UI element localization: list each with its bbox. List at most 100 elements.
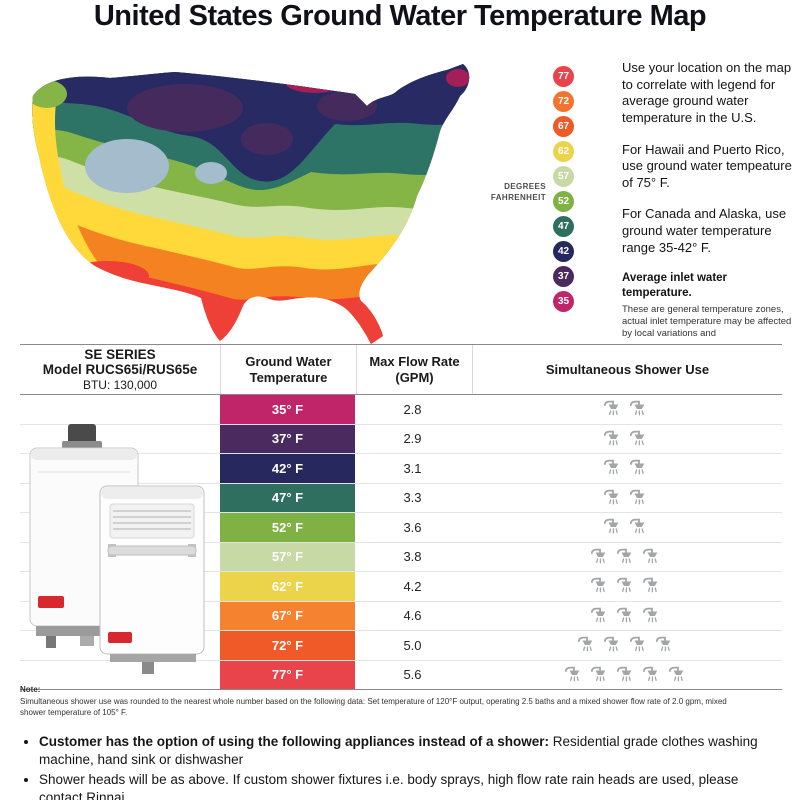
shower-icon — [641, 607, 663, 625]
legend-badge: 77 — [553, 66, 574, 87]
bullet-section: Customer has the option of using the fol… — [22, 733, 782, 800]
temperature-cell: 77° F — [220, 660, 355, 689]
shower-use-cell — [470, 395, 782, 424]
temperature-cell: 57° F — [220, 542, 355, 571]
instruction-paragraph-1: Use your location on the map to correlat… — [622, 60, 792, 125]
table-row: 47° F 3.3 — [20, 483, 782, 513]
shower-icon — [615, 577, 637, 595]
shower-icon — [641, 577, 663, 595]
shower-icon — [615, 666, 637, 684]
product-header: SE SERIES Model RUCS65i/RUS65e BTU: 130,… — [20, 345, 220, 394]
shower-icon — [576, 636, 598, 654]
bullet-item: Customer has the option of using the fol… — [39, 733, 782, 768]
shower-icon — [589, 548, 611, 566]
shower-icon — [602, 518, 624, 536]
column-header-shower-use: Simultaneous Shower Use — [472, 345, 782, 394]
temperature-cell: 37° F — [220, 424, 355, 453]
shower-icon — [641, 666, 663, 684]
column-header-temperature: Ground Water Temperature — [220, 345, 356, 394]
shower-icon — [589, 666, 611, 684]
table-row: 52° F 3.6 — [20, 513, 782, 543]
shower-icon — [602, 400, 624, 418]
shower-icon — [615, 607, 637, 625]
footnote-label: Note: — [20, 685, 41, 694]
legend-badge: 72 — [553, 91, 574, 112]
footnote: Note: Simultaneous shower use was rounde… — [20, 684, 740, 719]
legend-badge: 67 — [553, 116, 574, 137]
flow-rate-cell: 3.6 — [403, 519, 422, 535]
shower-icon — [667, 666, 689, 684]
legend-badge: 57 — [553, 166, 574, 187]
shower-icon — [641, 548, 663, 566]
shower-icon — [628, 459, 650, 477]
shower-icon — [602, 636, 624, 654]
table-row: 67° F 4.6 — [20, 601, 782, 631]
page-title: United States Ground Water Temperature M… — [93, 0, 707, 32]
legend-badge: 62 — [553, 141, 574, 162]
model-name: Model RUCS65i/RUS65e — [42, 362, 198, 377]
product-image — [22, 418, 222, 676]
shower-icon — [602, 430, 624, 448]
shower-icon — [602, 459, 624, 477]
shower-icon — [563, 666, 585, 684]
instructions-column: Use your location on the map to correlat… — [622, 60, 794, 341]
temperature-cell: 52° F — [220, 513, 355, 542]
shower-icon — [628, 518, 650, 536]
table-row: 72° F 5.0 — [20, 631, 782, 661]
shower-icon — [628, 489, 650, 507]
temperature-cell: 67° F — [220, 601, 355, 630]
series-name: SE SERIES — [84, 347, 156, 362]
rinnai-logo-badge — [38, 596, 64, 608]
shower-use-cell — [470, 543, 782, 572]
legend-badge: 42 — [553, 241, 574, 262]
shower-icon — [615, 548, 637, 566]
legend-badge: 47 — [553, 216, 574, 237]
temperature-cell: 42° F — [220, 454, 355, 483]
flow-rate-cell: 2.8 — [403, 401, 422, 417]
inlet-note-title: Average inlet water temperature. — [622, 272, 728, 299]
flow-rate-cell: 5.6 — [403, 667, 422, 683]
degrees-fahrenheit-label: DEGREES FAHRENHEIT — [490, 182, 546, 202]
temperature-cell: 72° F — [220, 631, 355, 660]
vent-grille — [109, 503, 195, 539]
shower-icon — [628, 430, 650, 448]
us-map-graphic — [32, 64, 470, 344]
btu-rating: BTU: 130,000 — [82, 378, 158, 392]
flow-rate-cell: 5.0 — [403, 637, 422, 653]
table-row: 77° F 5.6 — [20, 660, 782, 689]
shower-use-cell — [470, 513, 782, 542]
shower-use-cell — [470, 425, 782, 454]
instruction-paragraph-2: For Hawaii and Puerto Rico, use ground w… — [622, 141, 792, 190]
us-temperature-map — [15, 36, 535, 348]
legend-list: 77 72 67 62 57 52 47 42 37 35 — [553, 66, 574, 312]
flow-rate-cell: 2.9 — [403, 431, 422, 447]
table-row: 42° F 3.1 — [20, 454, 782, 484]
table-rows: 35° F 2.8 37° F 2.9 42° F 3.1 47° F 3.3 52° F 3.6… — [20, 395, 782, 690]
shower-icon — [628, 636, 650, 654]
shower-use-cell — [470, 572, 782, 601]
flow-rate-cell: 4.6 — [403, 608, 422, 624]
flow-rate-cell: 3.1 — [403, 460, 422, 476]
temperature-cell: 47° F — [220, 483, 355, 512]
shower-icon — [628, 400, 650, 418]
shower-use-cell — [470, 631, 782, 660]
footnote-body: Simultaneous shower use was rounded to t… — [20, 696, 727, 718]
shower-use-cell — [470, 484, 782, 513]
bullet-item: Shower heads will be as above. If custom… — [39, 771, 782, 800]
shower-icon — [654, 636, 676, 654]
flow-rate-cell: 3.8 — [403, 549, 422, 565]
shower-use-cell — [470, 602, 782, 631]
column-header-flow-rate: Max Flow Rate (GPM) — [356, 345, 472, 394]
shower-icon — [589, 607, 611, 625]
shower-icon — [589, 577, 611, 595]
table-row: 37° F 2.9 — [20, 424, 782, 454]
legend-badge: 35 — [553, 291, 574, 312]
shower-icon — [602, 489, 624, 507]
shower-use-cell — [470, 454, 782, 483]
table-row: 57° F 3.8 — [20, 542, 782, 572]
water-heater-illustration — [29, 424, 205, 674]
flow-rate-cell: 4.2 — [403, 578, 422, 594]
temperature-cell: 35° F — [220, 395, 355, 424]
flow-rate-table: SE SERIES Model RUCS65i/RUS65e BTU: 130,… — [20, 344, 782, 690]
